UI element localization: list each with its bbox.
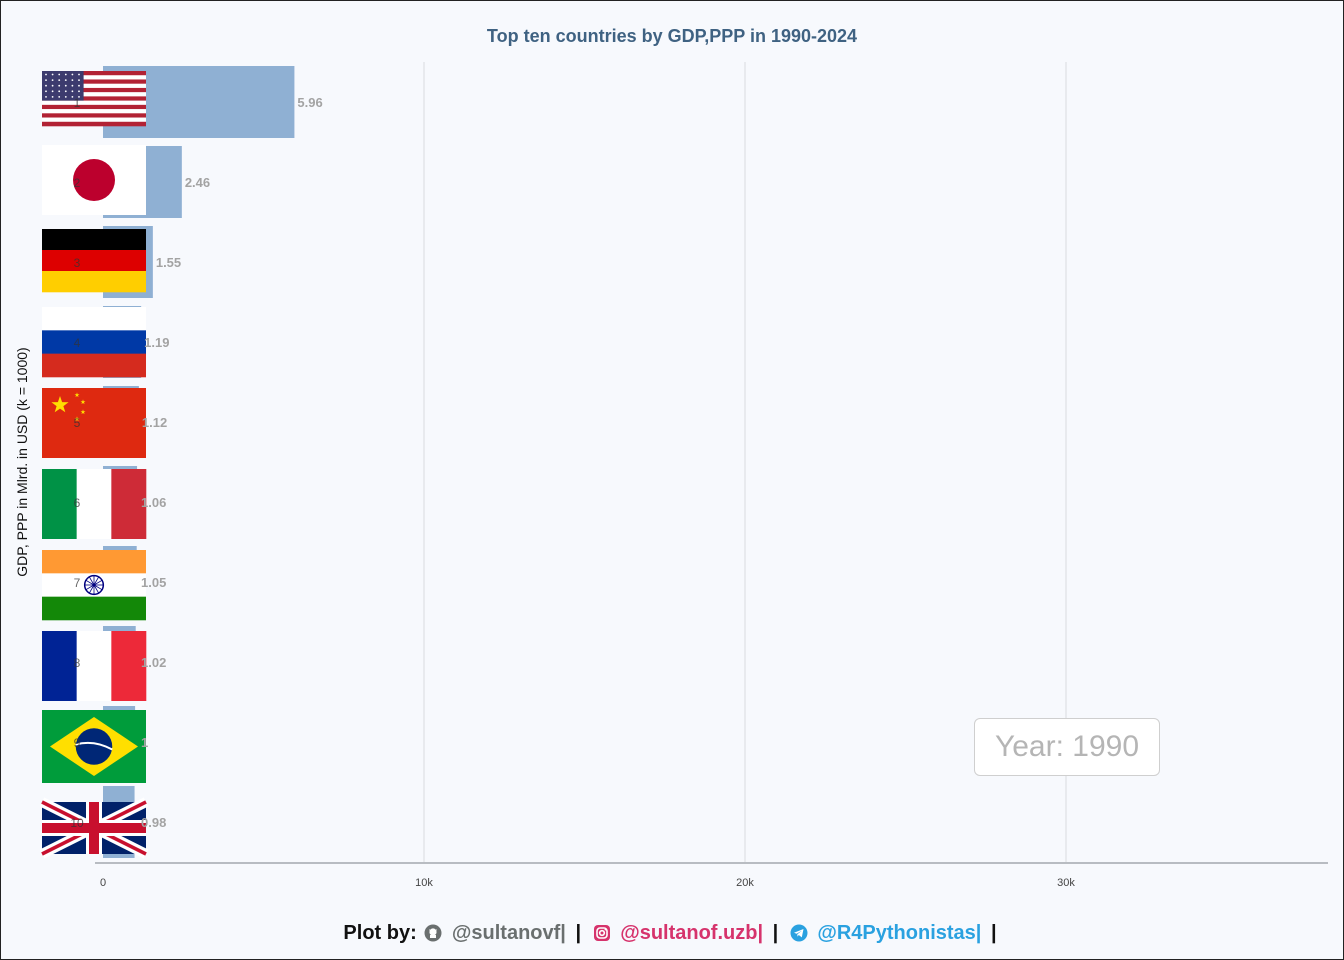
value-label: 5.96 <box>297 95 322 110</box>
github-icon <box>424 924 442 942</box>
brazil-flag <box>42 710 146 783</box>
russia-flag <box>42 307 146 378</box>
instagram-icon <box>593 925 610 941</box>
footer-separator: | <box>575 922 582 944</box>
x-tick-label: 10k <box>415 877 433 889</box>
rank-label: 1 <box>74 96 81 110</box>
github-handle[interactable]: @sultanovf| <box>451 922 566 944</box>
rank-label: 4 <box>74 336 81 350</box>
year-indicator: Year: 1990 <box>974 718 1160 776</box>
footer-separator: | <box>990 922 997 944</box>
value-label: 1 <box>141 735 148 750</box>
uk-flag <box>39 797 149 859</box>
rank-label: 6 <box>74 496 81 510</box>
value-label: 1.12 <box>142 415 167 430</box>
germany-flag <box>42 229 146 293</box>
value-label: 1.06 <box>141 495 166 510</box>
instagram-handle[interactable]: @sultanof.uzb| <box>620 922 764 944</box>
value-label: 0.98 <box>141 815 166 830</box>
rank-label: 7 <box>74 576 81 590</box>
value-label: 1.05 <box>141 575 166 590</box>
value-label: 1.19 <box>144 335 169 350</box>
value-label: 1.55 <box>156 255 181 270</box>
telegram-handle[interactable]: @R4Pythonistas| <box>817 922 982 944</box>
rank-label: 2 <box>74 176 81 190</box>
footer-prefix: Plot by: <box>343 922 417 944</box>
rank-label: 5 <box>74 416 81 430</box>
value-label: 2.46 <box>185 175 210 190</box>
rank-label: 3 <box>74 256 81 270</box>
rank-label: 10 <box>70 816 84 830</box>
telegram-icon <box>790 924 808 942</box>
footer-credits: Plot by: @sultanovf| | @sultanof.uzb| | … <box>0 922 1344 945</box>
rank-label: 8 <box>74 656 81 670</box>
x-tick-label: 30k <box>1057 877 1075 889</box>
footer-separator: | <box>772 922 779 944</box>
value-label: 1.02 <box>141 655 166 670</box>
italy-flag <box>42 469 147 539</box>
us-flag <box>42 71 146 127</box>
india-flag <box>42 550 146 621</box>
japan-flag <box>42 145 146 215</box>
x-tick-label: 0 <box>100 877 106 889</box>
rank-label: 9 <box>74 736 81 750</box>
france-flag <box>42 631 147 701</box>
china-flag <box>42 388 146 458</box>
x-tick-label: 20k <box>736 877 754 889</box>
chart-title: Top ten countries by GDP,PPP in 1990-202… <box>486 26 858 46</box>
